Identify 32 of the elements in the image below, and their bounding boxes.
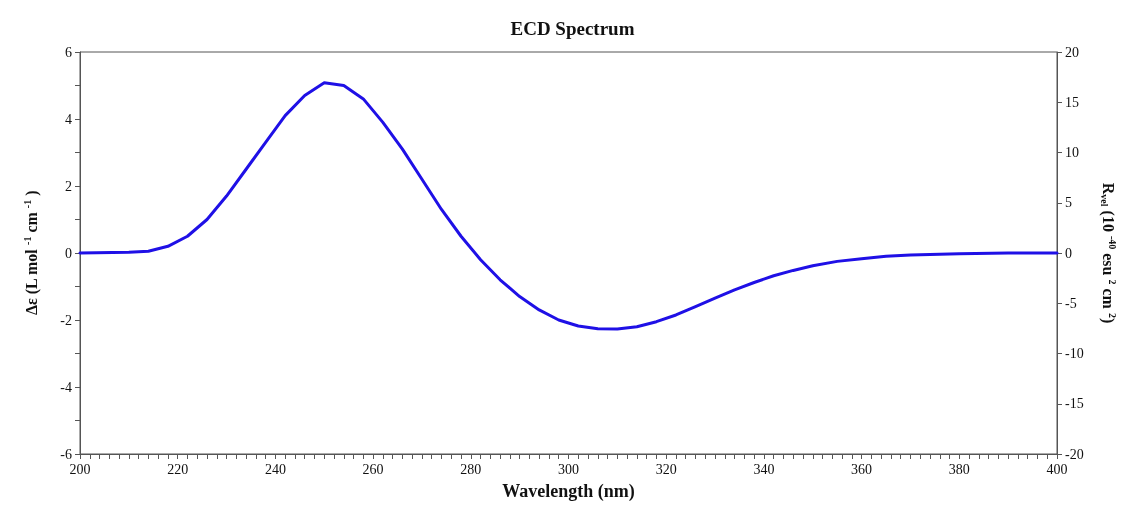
y-tick-label: 4: [65, 111, 72, 127]
y2-tick-label: 0: [1065, 245, 1072, 261]
x-axis-title: Wavelength (nm): [502, 481, 635, 502]
y2-tick-label: -10: [1065, 346, 1084, 361]
x-tick-label: 280: [460, 461, 482, 477]
y-axis-title: Δε (L mol -1 cm -1 ): [21, 190, 41, 316]
y-tick-label: 0: [65, 245, 72, 261]
y2-tick-label: 15: [1065, 94, 1079, 110]
y2-tick-label: -20: [1065, 446, 1084, 462]
y-tick-label: -4: [60, 379, 72, 395]
x-tick-label: 380: [948, 461, 970, 477]
y2-tick-label: 20: [1065, 44, 1079, 60]
y-tick-label: -6: [60, 446, 72, 462]
y-tick-label: 2: [65, 178, 72, 194]
x-tick-label: 320: [655, 461, 677, 477]
y2-tick-label: -5: [1065, 295, 1077, 311]
y-tick-label: 6: [65, 44, 72, 60]
x-tick-label: 240: [264, 461, 286, 477]
line-series: [78, 81, 1059, 331]
x-tick-label: 260: [362, 461, 384, 477]
x-tick-label: 360: [851, 461, 873, 477]
x-tick-label: 220: [167, 461, 189, 477]
y2-tick-label: -15: [1065, 396, 1084, 412]
x-tick-label: 400: [1046, 461, 1068, 477]
chart-title: ECD Spectrum: [510, 18, 635, 39]
y2-tick-label: 5: [1065, 195, 1072, 211]
y-tick-label: -2: [60, 312, 72, 328]
x-tick-label: 340: [753, 461, 775, 477]
x-tick-label: 300: [558, 461, 579, 477]
y2-tick-label: 10: [1065, 145, 1079, 160]
text: Rvel (10 -40 esu 2 cm 2): [1098, 182, 1118, 324]
x-tick-label: 200: [69, 461, 91, 477]
